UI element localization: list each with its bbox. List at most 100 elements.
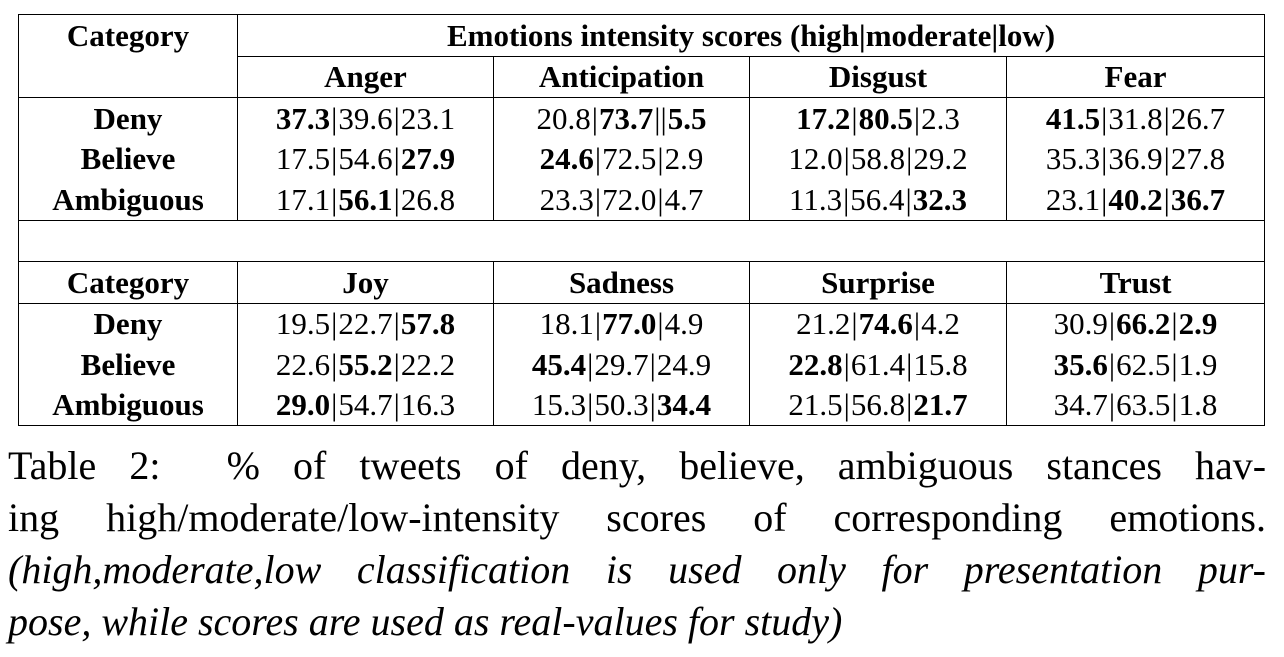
score-value: 27.8 xyxy=(1170,141,1226,177)
score-separator: | xyxy=(594,306,602,342)
score-separator: | xyxy=(591,100,599,136)
caption-line-3: (high,moderate,low classification is use… xyxy=(8,547,1266,592)
caption-line-1: Table 2: % of tweets of deny, believe, a… xyxy=(8,440,1266,492)
score-cell: 24.6|72.5|2.9 xyxy=(493,138,750,179)
score-value: 26.8 xyxy=(400,181,456,217)
score-separator: | xyxy=(1108,306,1116,342)
score-value: 54.6 xyxy=(338,141,393,177)
score-value: 24.6 xyxy=(539,141,594,177)
score-value: 61.4 xyxy=(850,346,906,382)
score-triplet: 45.4|29.7|24.9 xyxy=(532,349,711,380)
score-value: 1.8 xyxy=(1178,387,1218,423)
score-cell: 35.3|36.9|27.8 xyxy=(1005,138,1266,179)
score-value: 27.9 xyxy=(400,141,456,177)
score-triplet: 17.5|54.6|27.9 xyxy=(276,143,455,174)
score-separator: | xyxy=(1163,141,1170,177)
score-separator: | xyxy=(649,346,656,382)
row-category: Ambiguous xyxy=(18,384,238,426)
score-cell: 18.1|77.0|4.9 xyxy=(493,303,750,344)
score-cell: 23.3|72.0|4.7 xyxy=(493,179,750,221)
score-cell: 23.1|40.2|36.7 xyxy=(1005,179,1266,221)
score-value: 22.7 xyxy=(338,306,393,342)
score-triplet: 24.6|72.5|2.9 xyxy=(540,143,704,174)
table-row: Believe 17.5|54.6|27.9 24.6|72.5|2.9 12.0|5… xyxy=(18,138,1266,179)
score-value: 41.5 xyxy=(1045,100,1101,136)
score-value: 2.9 xyxy=(1178,306,1218,342)
score-value: 45.4 xyxy=(531,346,587,382)
score-separator: | xyxy=(851,306,858,342)
score-separator: | xyxy=(906,346,913,382)
score-value: 72.5 xyxy=(602,141,657,177)
score-value: 15.8 xyxy=(913,346,968,382)
score-value: 23.3 xyxy=(539,181,594,217)
caption-text-1: % of tweets of deny, believe, ambiguous … xyxy=(226,443,1267,488)
score-separator: | xyxy=(851,100,858,136)
score-value: 21.7 xyxy=(913,387,968,423)
score-cell: 19.5|22.7|57.8 xyxy=(237,303,494,344)
score-cell: 11.3|56.4|32.3 xyxy=(749,179,1007,221)
score-triplet: 37.3|39.6|23.1 xyxy=(276,103,455,134)
score-value: 63.5 xyxy=(1116,387,1171,423)
score-value: 2.3 xyxy=(921,100,960,136)
score-triplet: 35.3|36.9|27.8 xyxy=(1046,143,1225,174)
score-value: 36.7 xyxy=(1170,181,1226,217)
score-separator: | xyxy=(1108,387,1116,423)
score-value: 74.6 xyxy=(858,306,913,342)
score-value: 36.9 xyxy=(1108,141,1163,177)
score-separator: | xyxy=(657,306,664,342)
score-separator: | xyxy=(1171,387,1178,423)
score-separator: | xyxy=(1163,181,1170,217)
score-value: 29.2 xyxy=(913,141,968,177)
score-value: 73.7 xyxy=(599,100,654,136)
score-separator: | xyxy=(906,387,913,423)
score-cell: 37.3|39.6|23.1 xyxy=(237,97,494,139)
score-cell: 41.5|31.8|26.7 xyxy=(1005,97,1266,139)
score-value: 22.8 xyxy=(788,346,843,382)
score-separator: | xyxy=(331,346,338,382)
score-triplet: 20.8|73.7||5.5 xyxy=(537,103,707,134)
emotion-header: Trust xyxy=(1005,261,1266,304)
score-triplet: 29.0|54.7|16.3 xyxy=(276,389,455,420)
score-cell: 22.6|55.2|22.2 xyxy=(237,344,494,385)
emotion-header: Anger xyxy=(237,56,494,98)
score-value: 17.2 xyxy=(796,100,851,136)
caption-line-2: ing high/moderate/low-intensity scores o… xyxy=(8,495,1266,540)
score-value: 56.8 xyxy=(850,387,906,423)
score-value: 31.8 xyxy=(1108,100,1163,136)
score-value: 17.1 xyxy=(275,181,331,217)
score-triplet: 17.2|80.5|2.3 xyxy=(796,103,960,134)
score-value: 34.4 xyxy=(656,387,712,423)
score-triplet: 35.6|62.5|1.9 xyxy=(1054,349,1218,380)
score-value: 23.1 xyxy=(1045,181,1101,217)
caption-label: Table 2: xyxy=(8,443,161,488)
emotion-header: Fear xyxy=(1005,56,1266,98)
score-separator: | xyxy=(913,100,921,136)
score-triplet: 18.1|77.0|4.9 xyxy=(540,308,704,339)
emotion-header: Surprise xyxy=(749,261,1007,304)
score-value: 24.9 xyxy=(656,346,712,382)
score-separator: | xyxy=(843,181,850,217)
row-category: Deny xyxy=(18,303,238,344)
score-value: 18.1 xyxy=(539,306,594,342)
score-value: 17.5 xyxy=(275,141,331,177)
score-value: 1.9 xyxy=(1178,346,1218,382)
score-value: 4.7 xyxy=(664,181,704,217)
score-value: 20.8 xyxy=(536,100,591,136)
score-triplet: 11.3|56.4|32.3 xyxy=(789,184,967,215)
score-separator: | xyxy=(393,181,400,217)
score-cell: 17.1|56.1|26.8 xyxy=(237,179,494,221)
score-value: 16.3 xyxy=(400,387,456,423)
score-cell: 17.5|54.6|27.9 xyxy=(237,138,494,179)
score-separator: | xyxy=(1101,181,1108,217)
score-separator: | xyxy=(657,181,664,217)
row-category: Believe xyxy=(18,138,238,179)
score-value: 35.6 xyxy=(1053,346,1108,382)
emotion-header: Anticipation xyxy=(493,56,750,98)
score-cell: 20.8|73.7||5.5 xyxy=(493,97,750,139)
score-value: 50.3 xyxy=(594,387,649,423)
score-value: 58.8 xyxy=(850,141,906,177)
score-value: 32.3 xyxy=(912,181,968,217)
score-value: 35.3 xyxy=(1045,141,1101,177)
score-cell: 21.5|56.8|21.7 xyxy=(749,384,1007,426)
score-separator: || xyxy=(654,100,667,136)
